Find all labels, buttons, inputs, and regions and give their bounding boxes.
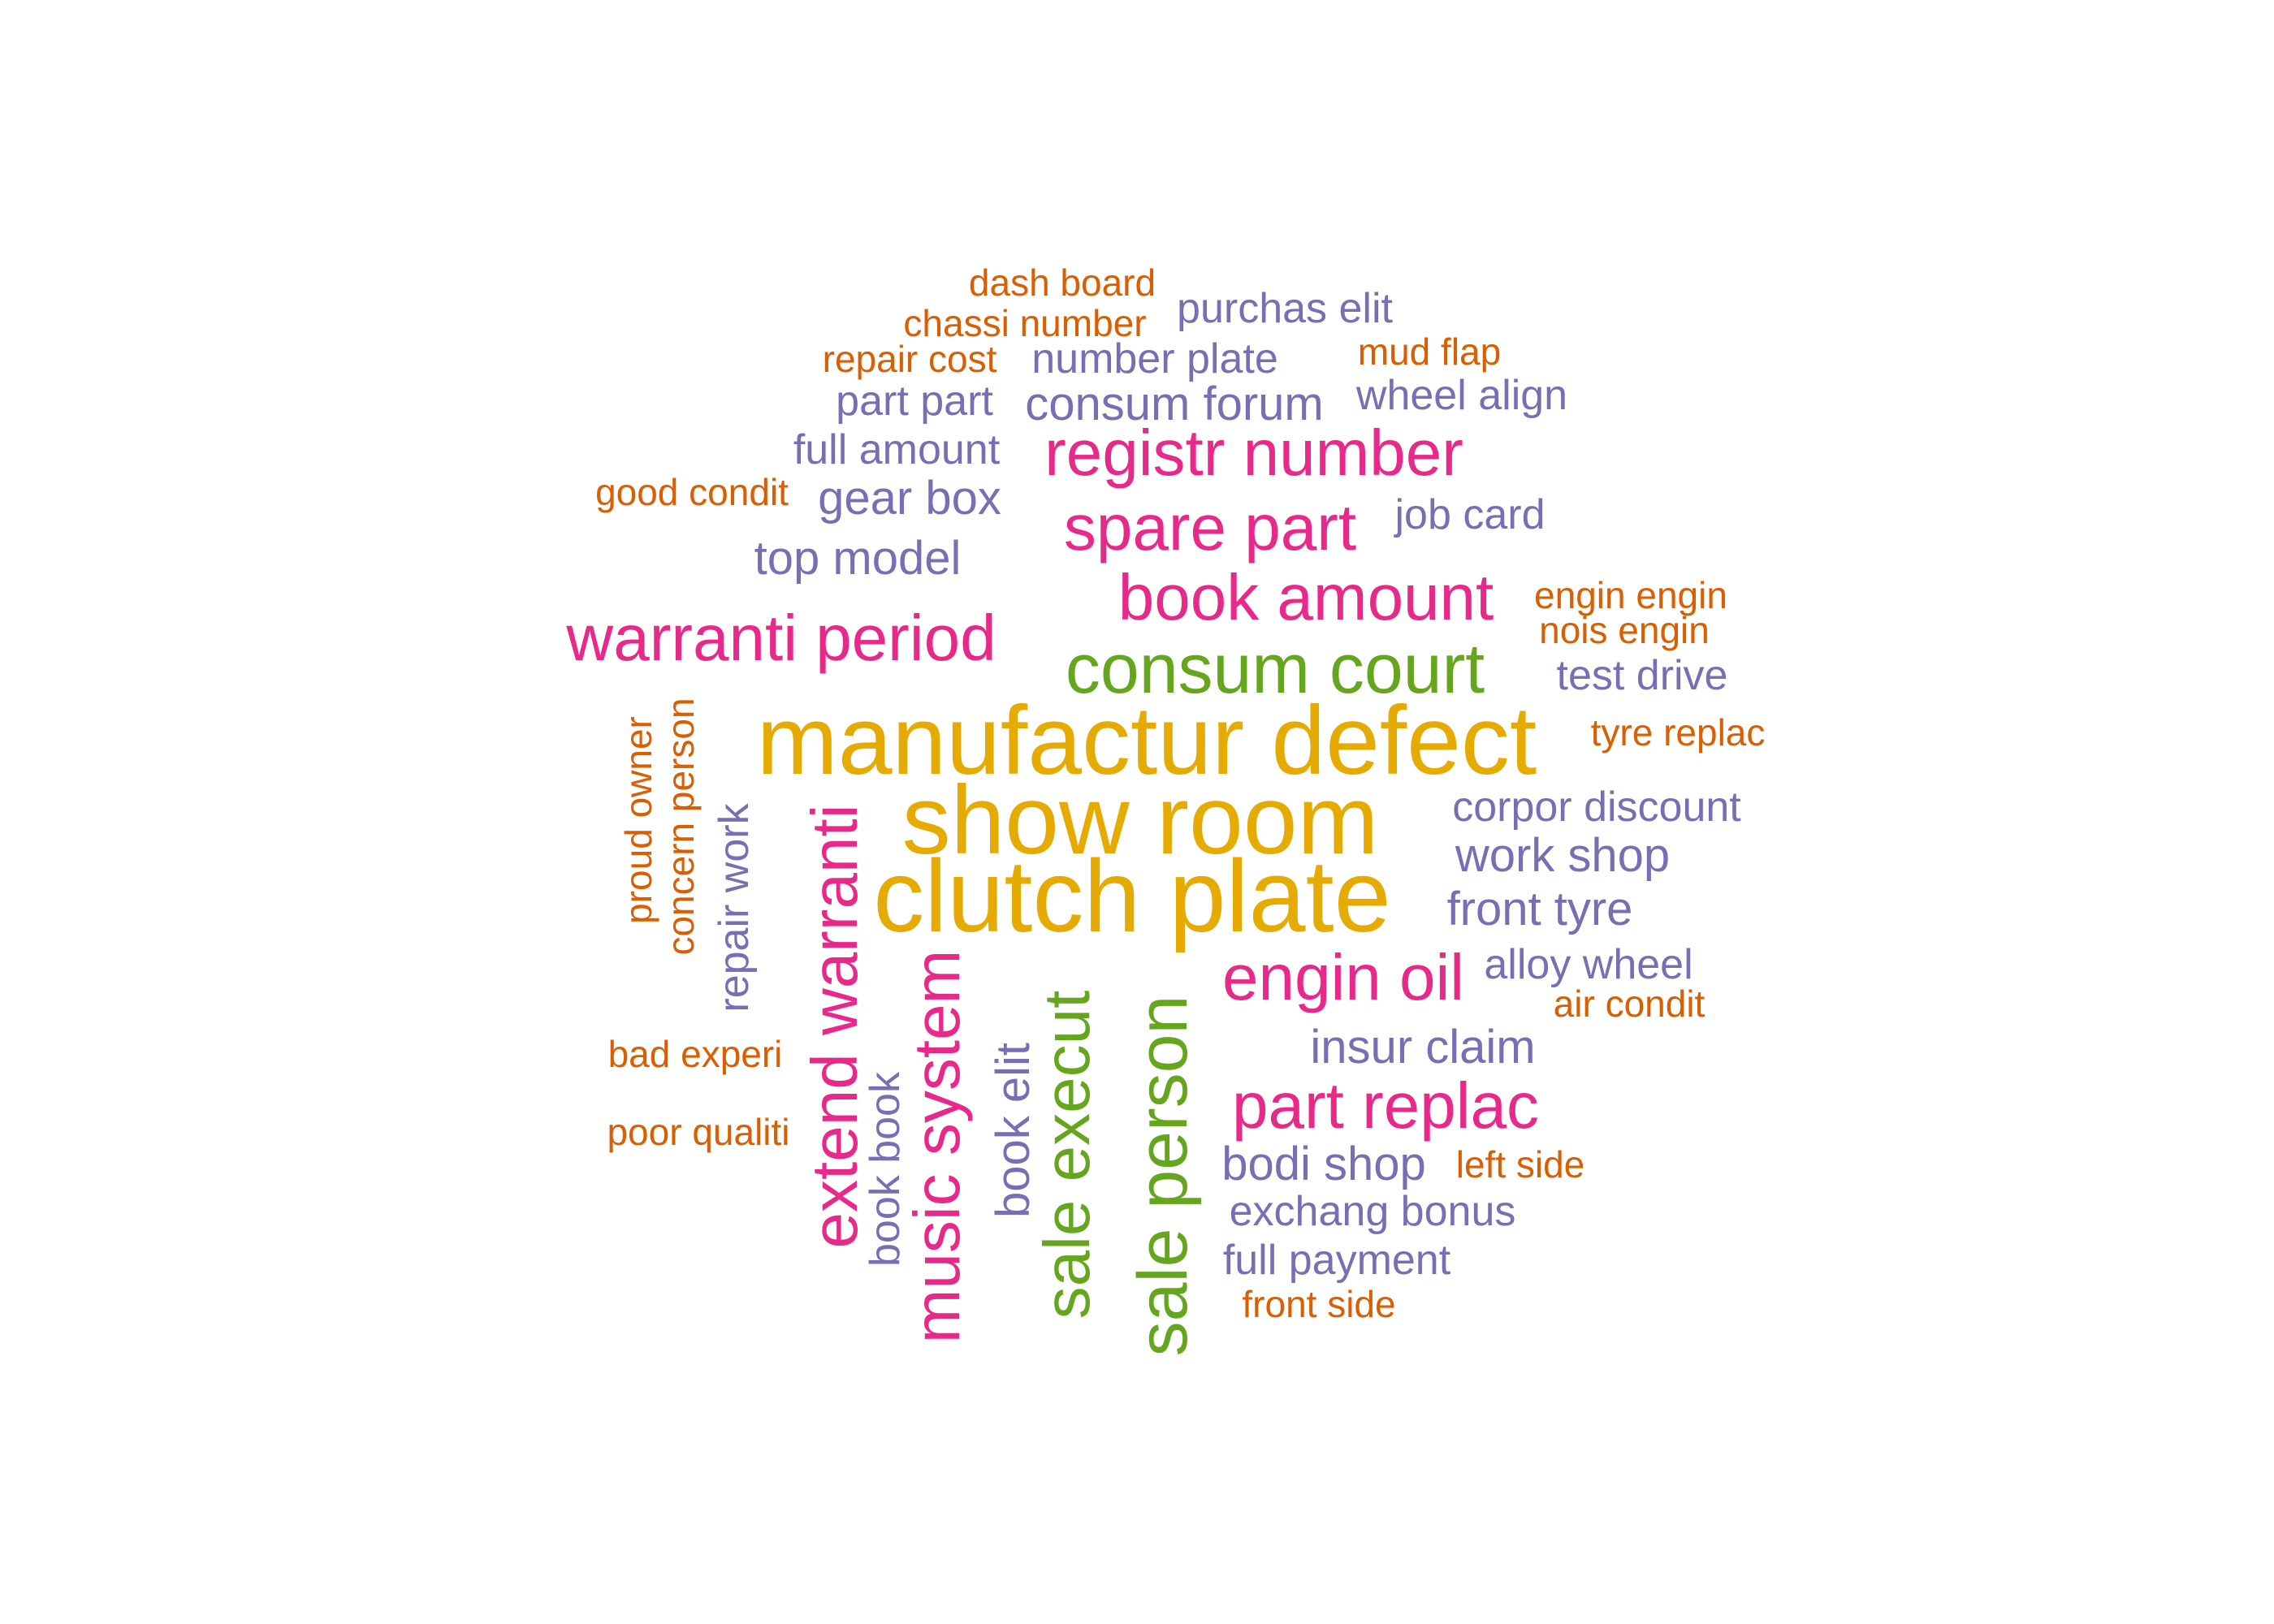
word-show-room: show room bbox=[901, 766, 1379, 875]
word-dash-board: dash board bbox=[968, 261, 1156, 304]
word-wheel-align: wheel align bbox=[1355, 372, 1568, 419]
word-alloy-wheel: alloy wheel bbox=[1484, 941, 1693, 988]
word-number-plate: number plate bbox=[1031, 335, 1278, 382]
word-spare-part: spare part bbox=[1063, 491, 1357, 564]
word-full-amount: full amount bbox=[793, 426, 1001, 473]
word-purchas-elit: purchas elit bbox=[1177, 285, 1393, 332]
word-test-drive: test drive bbox=[1556, 652, 1728, 699]
word-work-shop: work shop bbox=[1455, 829, 1671, 882]
word-job-card: job card bbox=[1394, 491, 1546, 538]
word-corpor-discount: corpor discount bbox=[1452, 784, 1741, 831]
word-repair-cost: repair cost bbox=[822, 338, 997, 380]
word-book-amount: book amount bbox=[1118, 561, 1494, 633]
word-part-replac: part replac bbox=[1232, 1069, 1539, 1142]
word-mud-flap: mud flap bbox=[1357, 330, 1502, 373]
word-book-book: book book bbox=[862, 1072, 909, 1267]
word-top-model: top model bbox=[754, 532, 962, 585]
word-poor-qualiti: poor qualiti bbox=[607, 1111, 790, 1153]
word-exchang-bonus: exchang bonus bbox=[1229, 1188, 1516, 1235]
word-good-condit: good condit bbox=[595, 471, 789, 513]
word-clutch-plate: clutch plate bbox=[873, 839, 1391, 953]
word-nois-engin: nois engin bbox=[1539, 609, 1710, 651]
word-bodi-shop: bodi shop bbox=[1221, 1138, 1426, 1190]
word-full-payment: full payment bbox=[1222, 1237, 1451, 1284]
word-concern-person: concern person bbox=[659, 698, 702, 956]
word-part-part: part part bbox=[836, 378, 993, 425]
word-air-condit: air condit bbox=[1553, 983, 1706, 1025]
word-engin-oil: engin oil bbox=[1221, 941, 1465, 1013]
word-front-tyre: front tyre bbox=[1446, 883, 1633, 935]
word-insur-claim: insur claim bbox=[1310, 1021, 1536, 1073]
word-front-side: front side bbox=[1242, 1283, 1396, 1325]
word-consum-forum: consum forum bbox=[1025, 378, 1324, 430]
word-manufactur-defect: manufactur defect bbox=[756, 686, 1537, 795]
word-proud-owner: proud owner bbox=[617, 716, 659, 924]
word-tyre-replac: tyre replac bbox=[1590, 711, 1766, 754]
word-extend-warranti: extend warranti bbox=[798, 804, 871, 1249]
word-bad-experi: bad experi bbox=[607, 1033, 783, 1075]
word-chassi-number: chassi number bbox=[903, 302, 1147, 344]
word-repair-work: repair work bbox=[711, 803, 758, 1013]
word-consum-court: consum court bbox=[1065, 630, 1485, 708]
word-sale-person: sale person bbox=[1124, 995, 1202, 1357]
word-left-side: left side bbox=[1455, 1143, 1585, 1186]
word-warranti-period: warranti period bbox=[566, 602, 996, 674]
word-sale-execut: sale execut bbox=[1031, 990, 1103, 1320]
word-engin-engin: engin engin bbox=[1534, 574, 1727, 616]
word-music-system: music system bbox=[901, 949, 973, 1344]
word-registr-number: registr number bbox=[1044, 417, 1463, 489]
word-gear-box: gear box bbox=[818, 472, 1001, 525]
